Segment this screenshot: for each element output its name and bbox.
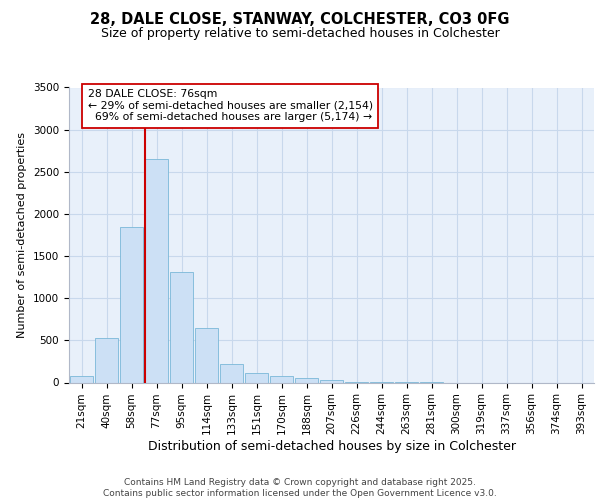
Bar	[70, 376, 93, 382]
Bar	[95, 338, 118, 382]
Bar	[145, 159, 168, 382]
Bar	[195, 328, 218, 382]
Text: Contains HM Land Registry data © Crown copyright and database right 2025.
Contai: Contains HM Land Registry data © Crown c…	[103, 478, 497, 498]
Bar	[120, 226, 143, 382]
Text: 28 DALE CLOSE: 76sqm
← 29% of semi-detached houses are smaller (2,154)
  69% of : 28 DALE CLOSE: 76sqm ← 29% of semi-detac…	[88, 89, 373, 122]
X-axis label: Distribution of semi-detached houses by size in Colchester: Distribution of semi-detached houses by …	[148, 440, 515, 453]
Y-axis label: Number of semi-detached properties: Number of semi-detached properties	[17, 132, 28, 338]
Text: Size of property relative to semi-detached houses in Colchester: Size of property relative to semi-detach…	[101, 28, 499, 40]
Bar	[245, 373, 268, 382]
Bar	[320, 380, 343, 382]
Text: 28, DALE CLOSE, STANWAY, COLCHESTER, CO3 0FG: 28, DALE CLOSE, STANWAY, COLCHESTER, CO3…	[90, 12, 510, 28]
Bar	[220, 364, 243, 382]
Bar	[270, 376, 293, 382]
Bar	[170, 272, 193, 382]
Bar	[295, 378, 318, 382]
